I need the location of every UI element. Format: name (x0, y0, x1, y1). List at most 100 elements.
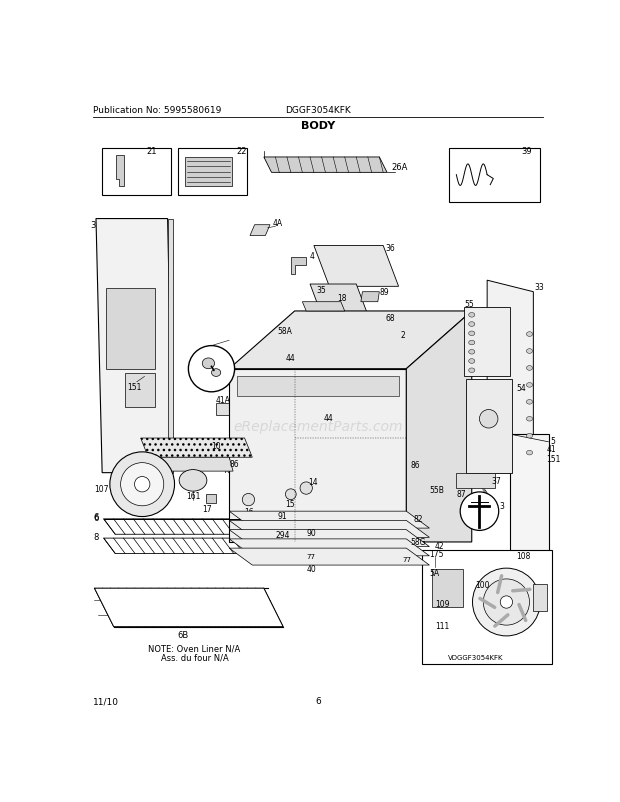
Ellipse shape (469, 341, 475, 346)
Polygon shape (303, 302, 345, 311)
Text: 5: 5 (551, 436, 555, 445)
Ellipse shape (469, 331, 475, 336)
Polygon shape (185, 158, 231, 187)
Text: 17: 17 (202, 504, 212, 513)
Text: 37: 37 (491, 476, 501, 485)
Text: 3: 3 (500, 501, 504, 511)
Text: 41: 41 (546, 444, 556, 453)
Text: 68: 68 (386, 314, 395, 322)
Text: 87: 87 (456, 489, 466, 498)
Polygon shape (96, 219, 173, 473)
Ellipse shape (144, 485, 152, 492)
FancyArrowPatch shape (513, 589, 530, 591)
Ellipse shape (526, 451, 533, 456)
Text: 107: 107 (94, 484, 109, 493)
Text: 161: 161 (186, 492, 200, 500)
Text: 1: 1 (474, 438, 479, 447)
Polygon shape (106, 289, 154, 369)
Text: 36: 36 (386, 244, 396, 253)
Text: 44: 44 (285, 353, 295, 363)
Polygon shape (510, 435, 549, 604)
Text: 6: 6 (315, 696, 321, 705)
Ellipse shape (285, 489, 296, 500)
Ellipse shape (139, 480, 157, 496)
Text: 89: 89 (379, 288, 389, 297)
Text: 3: 3 (90, 221, 95, 230)
FancyArrowPatch shape (480, 599, 495, 608)
Text: 41A: 41A (216, 395, 231, 404)
Text: 4A: 4A (273, 219, 283, 228)
Text: 42: 42 (435, 541, 445, 551)
Ellipse shape (472, 569, 540, 636)
Text: 12: 12 (198, 353, 207, 363)
Polygon shape (456, 473, 495, 488)
Ellipse shape (202, 358, 215, 369)
Text: eReplacementParts.com: eReplacementParts.com (233, 420, 402, 434)
Text: 39: 39 (521, 147, 532, 156)
Polygon shape (250, 225, 270, 237)
Ellipse shape (110, 452, 175, 517)
Polygon shape (510, 435, 549, 443)
Bar (102, 148, 172, 196)
Text: 5A: 5A (131, 493, 141, 502)
Text: 4: 4 (310, 252, 315, 261)
FancyArrowPatch shape (519, 605, 526, 621)
Polygon shape (94, 589, 283, 627)
Text: 14: 14 (309, 478, 318, 487)
Polygon shape (361, 293, 379, 302)
Polygon shape (314, 246, 399, 287)
Text: 26A: 26A (391, 163, 407, 172)
Text: 2: 2 (401, 330, 405, 339)
FancyArrowPatch shape (498, 576, 502, 593)
Text: 175: 175 (430, 549, 444, 558)
Polygon shape (310, 285, 368, 315)
Text: 91: 91 (278, 511, 287, 520)
Polygon shape (141, 439, 252, 458)
Text: 90: 90 (306, 529, 316, 537)
Polygon shape (229, 369, 406, 542)
Polygon shape (229, 530, 430, 547)
Text: 58G: 58G (410, 538, 426, 547)
Ellipse shape (526, 417, 533, 422)
Text: 294: 294 (275, 530, 290, 539)
Polygon shape (116, 156, 124, 187)
Ellipse shape (469, 368, 475, 373)
Text: 21: 21 (147, 147, 157, 156)
Text: 151: 151 (127, 383, 141, 391)
Ellipse shape (526, 367, 533, 371)
Ellipse shape (469, 313, 475, 318)
Text: Ass. du four N/A: Ass. du four N/A (161, 653, 228, 662)
Polygon shape (291, 257, 306, 274)
Polygon shape (464, 308, 510, 377)
Text: 5A: 5A (430, 569, 440, 577)
Polygon shape (466, 379, 512, 473)
Text: 108: 108 (516, 551, 531, 560)
Text: 109: 109 (435, 599, 449, 608)
Bar (533, 585, 547, 611)
Text: 44: 44 (324, 413, 334, 422)
Ellipse shape (479, 410, 498, 428)
Polygon shape (229, 311, 472, 369)
Text: 11/10: 11/10 (93, 696, 119, 705)
Text: 35: 35 (316, 286, 326, 294)
Ellipse shape (121, 463, 164, 506)
Polygon shape (229, 512, 430, 529)
Text: 100: 100 (475, 580, 489, 589)
Polygon shape (167, 219, 173, 473)
Polygon shape (216, 404, 245, 415)
Text: 9: 9 (167, 472, 172, 481)
Ellipse shape (242, 494, 255, 506)
Ellipse shape (469, 359, 475, 364)
Text: DGGF3054KFK: DGGF3054KFK (285, 106, 351, 115)
Polygon shape (406, 311, 472, 542)
Text: VDGGF3054KFK: VDGGF3054KFK (448, 654, 503, 661)
Text: 170: 170 (152, 460, 167, 468)
Text: 16: 16 (245, 507, 254, 516)
Polygon shape (487, 281, 533, 473)
Polygon shape (237, 377, 399, 396)
Ellipse shape (469, 322, 475, 327)
Ellipse shape (526, 434, 533, 439)
Text: 58A: 58A (278, 326, 293, 335)
Polygon shape (142, 458, 233, 472)
Text: 6: 6 (93, 512, 99, 521)
